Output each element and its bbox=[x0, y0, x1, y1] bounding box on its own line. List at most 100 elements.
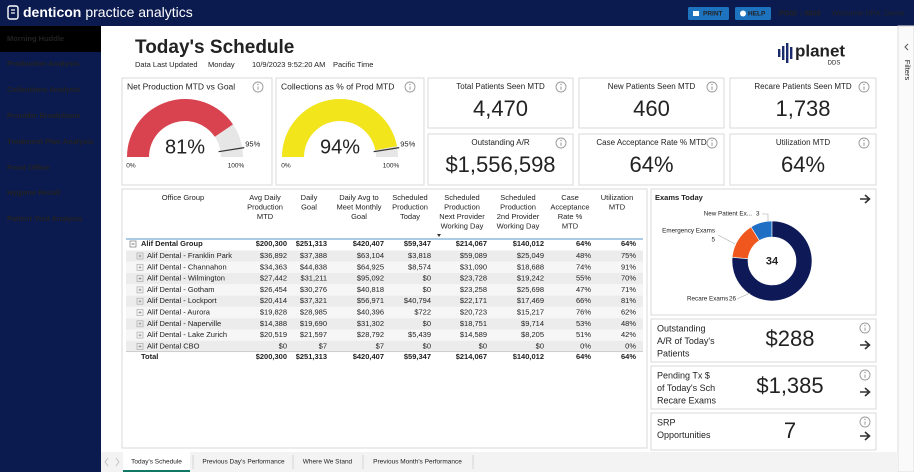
summary-label: of Today's Sch bbox=[657, 383, 715, 393]
expand-plus[interactable] bbox=[138, 277, 142, 281]
info-dot[interactable] bbox=[864, 324, 866, 327]
info-circle[interactable] bbox=[858, 81, 870, 93]
collapse-icon[interactable] bbox=[129, 240, 137, 248]
cell: $0 bbox=[423, 341, 431, 350]
expand-icon[interactable] bbox=[136, 286, 144, 294]
info-dot[interactable] bbox=[409, 83, 411, 86]
column-header: Scheduled bbox=[444, 193, 479, 202]
expand-icon[interactable] bbox=[136, 320, 144, 328]
tab[interactable] bbox=[295, 452, 360, 472]
logo-bar bbox=[782, 46, 785, 60]
info-dot[interactable] bbox=[863, 139, 865, 142]
logo-bar bbox=[778, 49, 781, 57]
info-icon[interactable] bbox=[252, 81, 264, 93]
info-circle[interactable] bbox=[555, 81, 567, 93]
info-circle[interactable] bbox=[706, 137, 718, 149]
info-circle[interactable] bbox=[859, 416, 871, 428]
expand-plus[interactable] bbox=[138, 344, 142, 348]
expand-plus[interactable] bbox=[138, 333, 142, 337]
help-icon[interactable] bbox=[740, 10, 746, 17]
filters-collapse[interactable] bbox=[904, 43, 909, 51]
info-circle[interactable] bbox=[555, 137, 567, 149]
tab-scroll[interactable] bbox=[104, 457, 120, 467]
filters-pane[interactable] bbox=[897, 25, 914, 472]
cell: $31,090 bbox=[460, 262, 487, 271]
cell: $14,388 bbox=[260, 319, 287, 328]
filters-label[interactable]: Filters bbox=[903, 60, 912, 81]
info-icon[interactable] bbox=[859, 369, 871, 381]
nav-selected[interactable] bbox=[0, 26, 101, 52]
drill-arrow[interactable] bbox=[860, 431, 871, 441]
tab[interactable] bbox=[365, 452, 470, 472]
info-circle[interactable] bbox=[859, 322, 871, 334]
tab[interactable] bbox=[197, 452, 290, 472]
help-button-label[interactable]: HELP bbox=[748, 11, 766, 18]
nav-item[interactable]: Treatment Plan Analysis bbox=[7, 137, 93, 146]
row-background bbox=[126, 306, 643, 319]
printer-icon[interactable] bbox=[693, 11, 699, 16]
cell: $37,321 bbox=[300, 296, 327, 305]
info-dot[interactable] bbox=[560, 139, 562, 142]
nav-item[interactable]: Patient Visit Analysis bbox=[7, 214, 82, 223]
info-icon[interactable] bbox=[858, 137, 870, 149]
kpi-value: 64% bbox=[629, 152, 673, 177]
info-dot[interactable] bbox=[257, 83, 259, 86]
info-icon[interactable] bbox=[859, 416, 871, 428]
expand-plus[interactable] bbox=[138, 311, 142, 314]
info-dot[interactable] bbox=[560, 83, 562, 86]
info-circle[interactable] bbox=[858, 137, 870, 149]
info-circle[interactable] bbox=[252, 81, 264, 93]
expand-icon[interactable] bbox=[136, 297, 144, 305]
info-circle[interactable] bbox=[404, 81, 416, 93]
gauge-target bbox=[218, 147, 245, 153]
card bbox=[650, 365, 877, 410]
info-circle[interactable] bbox=[859, 369, 871, 381]
kpi-value: $1,556,598 bbox=[445, 152, 555, 177]
nav-item[interactable]: Collections Analysis bbox=[7, 85, 80, 94]
tab-label[interactable]: Previous Day's Performance bbox=[202, 459, 285, 466]
info-dot[interactable] bbox=[711, 139, 713, 142]
info-icon[interactable] bbox=[404, 81, 416, 93]
nav-item[interactable]: Hygiene Recall bbox=[7, 188, 60, 197]
nav-item[interactable]: Production Analysis bbox=[7, 59, 79, 68]
expand-icon[interactable] bbox=[136, 331, 144, 339]
drill-arrow[interactable] bbox=[860, 387, 871, 397]
expand-plus[interactable] bbox=[138, 265, 142, 269]
expand-icon[interactable] bbox=[136, 343, 144, 350]
tab[interactable] bbox=[123, 452, 190, 472]
tab-label[interactable]: Previous Month's Performance bbox=[373, 459, 462, 466]
info-icon[interactable] bbox=[706, 137, 718, 149]
nav-item[interactable]: Provider Breakdown bbox=[7, 111, 80, 120]
info-icon[interactable] bbox=[858, 81, 870, 93]
expand-plus[interactable] bbox=[138, 299, 142, 303]
expand-plus[interactable] bbox=[138, 254, 142, 258]
tab-label[interactable]: Where We Stand bbox=[303, 459, 353, 466]
info-dot[interactable] bbox=[864, 418, 866, 421]
nav-item[interactable]: Front Office bbox=[7, 163, 50, 172]
expand-plus[interactable] bbox=[138, 322, 142, 326]
expand-icon[interactable] bbox=[136, 263, 144, 271]
info-icon[interactable] bbox=[859, 322, 871, 334]
info-dot[interactable] bbox=[711, 83, 713, 86]
drill-arrow[interactable] bbox=[860, 340, 871, 350]
nav-item[interactable]: Morning Huddle bbox=[7, 34, 64, 43]
info-dot[interactable] bbox=[863, 83, 865, 86]
info-icon[interactable] bbox=[706, 81, 718, 93]
card bbox=[650, 318, 877, 363]
expand-icon[interactable] bbox=[136, 275, 144, 282]
cell: 70% bbox=[621, 274, 636, 283]
updated-timestamp: 10/9/2023 9:52:20 AM bbox=[252, 60, 325, 69]
expand-icon[interactable] bbox=[136, 252, 144, 260]
expand-icon[interactable] bbox=[136, 309, 144, 316]
info-circle[interactable] bbox=[706, 81, 718, 93]
drill-arrow[interactable] bbox=[860, 194, 871, 204]
info-icon[interactable] bbox=[555, 137, 567, 149]
help-button[interactable] bbox=[735, 7, 771, 20]
summary-label: Patients bbox=[657, 348, 690, 358]
print-button[interactable] bbox=[688, 7, 729, 20]
expand-plus[interactable] bbox=[138, 288, 142, 292]
print-button-label[interactable]: PRINT bbox=[703, 11, 723, 18]
info-icon[interactable] bbox=[555, 81, 567, 93]
tab-label[interactable]: Today's Schedule bbox=[131, 459, 182, 466]
info-dot[interactable] bbox=[864, 371, 866, 374]
